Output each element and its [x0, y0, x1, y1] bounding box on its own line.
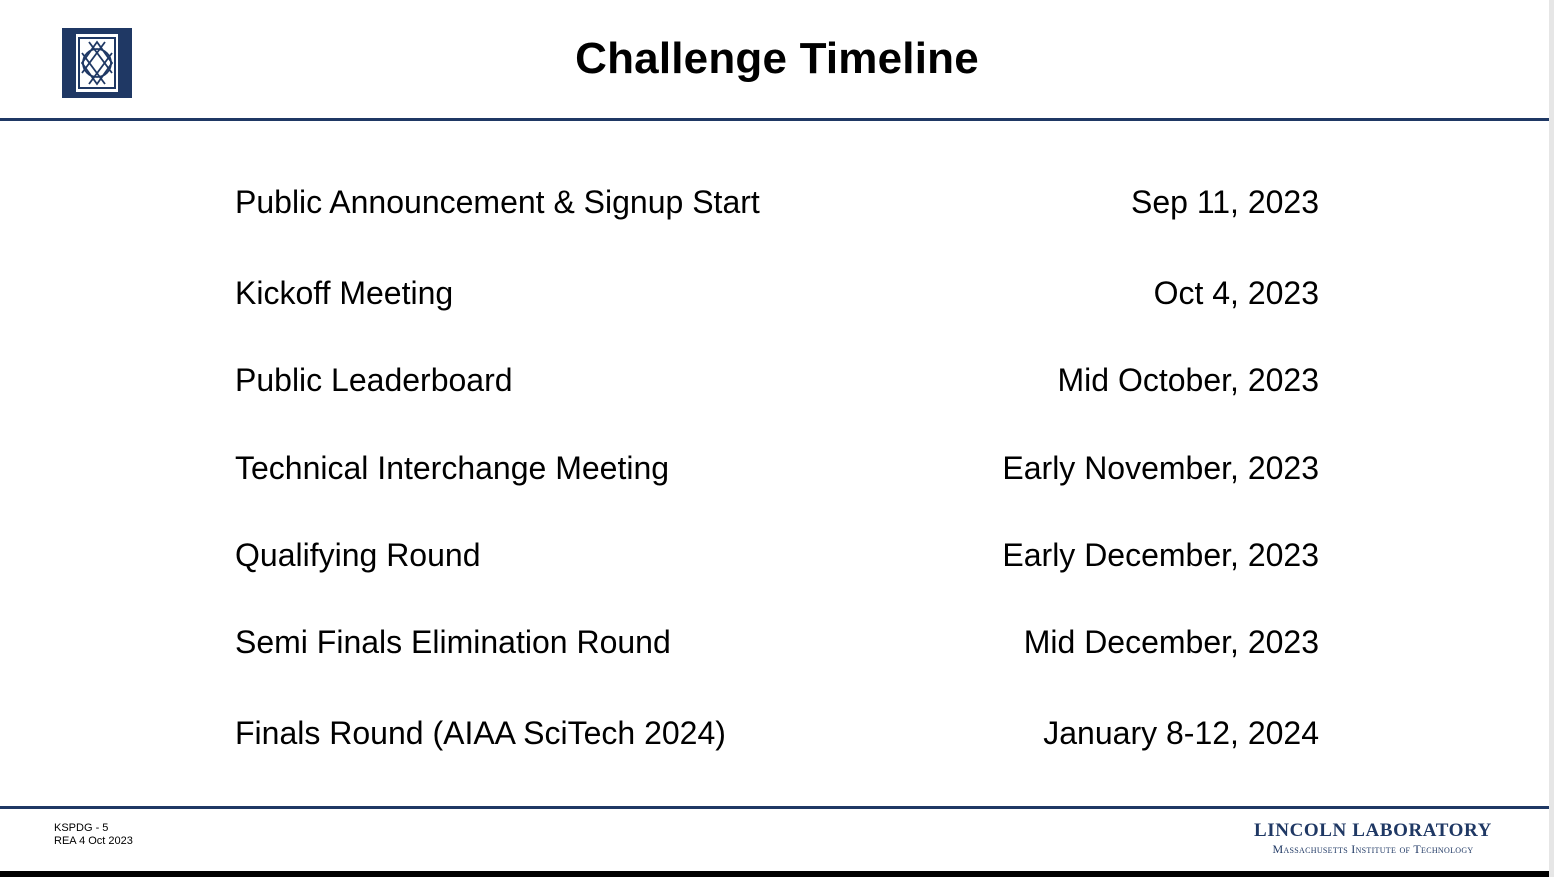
- timeline-list: Public Announcement & Signup Start Sep 1…: [235, 0, 1319, 806]
- brand-line-1: LINCOLN LABORATORY: [1254, 820, 1492, 841]
- event-date: Early November, 2023: [1002, 449, 1319, 486]
- slide-title: Challenge Timeline: [575, 34, 979, 83]
- event-date: Oct 4, 2023: [1153, 274, 1319, 311]
- event-label: Public Announcement & Signup Start: [235, 183, 760, 220]
- event-label: Kickoff Meeting: [235, 274, 454, 311]
- event-label: Qualifying Round: [235, 536, 481, 573]
- right-edge-strip: [1549, 0, 1554, 877]
- event-date: Sep 11, 2023: [1130, 183, 1319, 220]
- footer-slide-info: KSPDG - 5 REA 4 Oct 2023: [54, 822, 133, 848]
- event-date: Early December, 2023: [1002, 536, 1319, 573]
- timeline-row: Public Leaderboard Mid October, 2023: [235, 358, 1319, 402]
- header-divider: [0, 118, 1554, 121]
- timeline-row: Semi Finals Elimination Round Mid Decemb…: [235, 620, 1319, 664]
- event-label: Public Leaderboard: [235, 361, 513, 398]
- event-date: Mid October, 2023: [1057, 361, 1319, 398]
- timeline-row: Qualifying Round Early December, 2023: [235, 533, 1319, 577]
- event-label: Semi Finals Elimination Round: [235, 623, 671, 660]
- event-label: Finals Round (AIAA SciTech 2024): [235, 714, 726, 751]
- slide-id: KSPDG - 5: [54, 822, 109, 834]
- event-date: Mid December, 2023: [1023, 623, 1319, 660]
- event-label: Technical Interchange Meeting: [235, 449, 670, 486]
- timeline-row: Technical Interchange Meeting Early Nove…: [235, 446, 1319, 490]
- timeline-row: Finals Round (AIAA SciTech 2024) January…: [235, 711, 1319, 755]
- event-date: January 8-12, 2024: [1043, 714, 1319, 751]
- author-date: REA 4 Oct 2023: [54, 835, 133, 847]
- lincoln-lab-emblem-icon: [62, 28, 132, 98]
- bottom-edge-bar: [0, 871, 1554, 877]
- footer-divider: [0, 806, 1554, 809]
- timeline-row: Kickoff Meeting Oct 4, 2023: [235, 271, 1319, 315]
- lincoln-laboratory-wordmark: LINCOLN LABORATORY Massachusetts Institu…: [1254, 820, 1492, 856]
- brand-line-2: Massachusetts Institute of Technology: [1272, 842, 1474, 856]
- timeline-row: Public Announcement & Signup Start Sep 1…: [235, 180, 1319, 224]
